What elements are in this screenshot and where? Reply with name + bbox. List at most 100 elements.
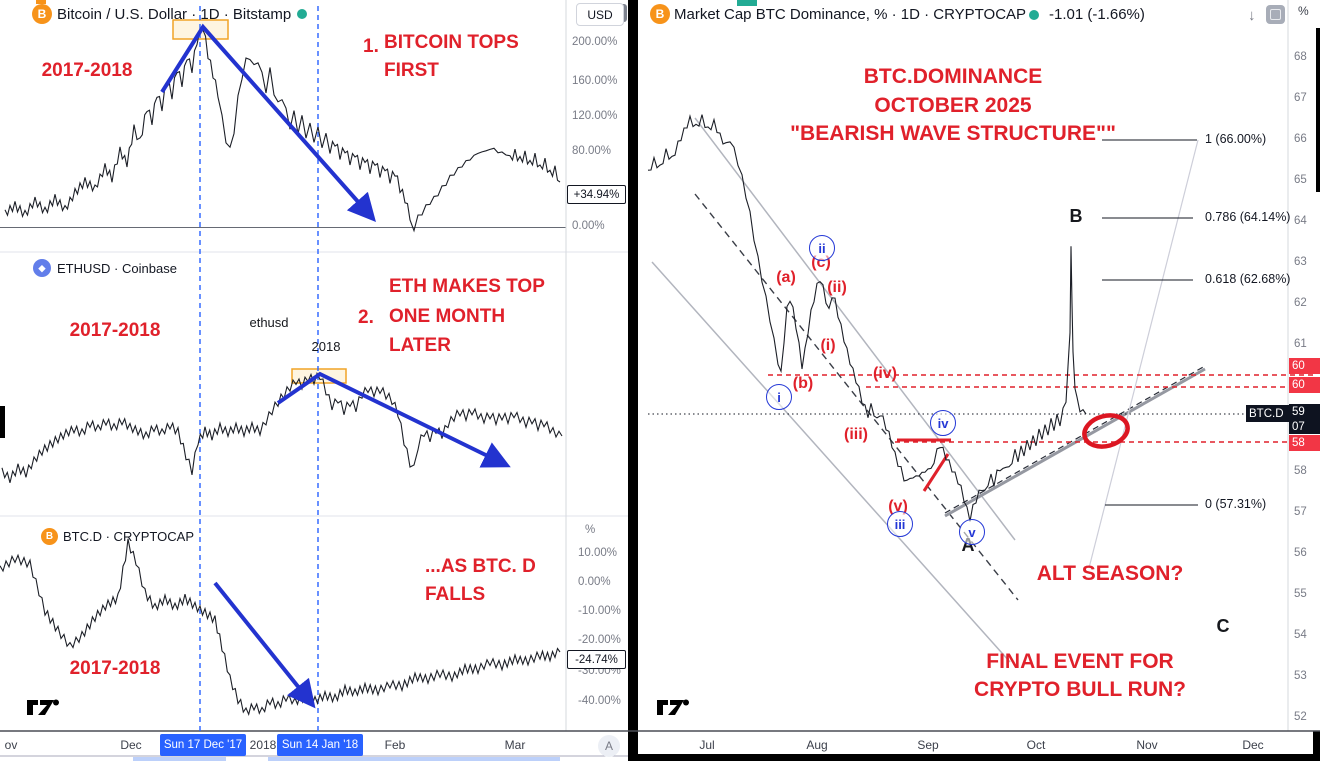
btc-dominance-logo-icon: B xyxy=(650,4,670,24)
annotation-label: Dec xyxy=(1242,738,1264,752)
highlight-ellipse[interactable] xyxy=(1081,411,1131,451)
annotation-label: OCTOBER 2025 xyxy=(874,94,1032,117)
annotation-label: (iv) xyxy=(873,365,897,382)
axis-badge: 58 xyxy=(1289,435,1320,451)
annotation-label: (a) xyxy=(776,269,796,286)
annotation-label: LATER xyxy=(389,335,451,356)
annotation-label: FIRST xyxy=(384,60,439,81)
annotation-label: B xyxy=(1069,206,1083,226)
annotation-label: 57 xyxy=(1294,506,1307,518)
annotation-label: 55 xyxy=(1294,588,1307,600)
annotation-label: 56 xyxy=(1294,547,1307,559)
annotation-label: Oct xyxy=(1026,738,1046,752)
annotation-label: Dec xyxy=(120,738,142,752)
change-value: -1.01 (-1.66%) xyxy=(1049,6,1145,23)
annotation-label: 54 xyxy=(1294,629,1307,641)
bitcoin-logo-icon: B xyxy=(32,4,52,24)
wave-circle-label: iii xyxy=(887,511,913,537)
drawing-rect xyxy=(0,406,5,438)
annotation-label: CRYPTO BULL RUN? xyxy=(974,678,1186,701)
annotation-label: (v) xyxy=(888,498,908,515)
eth-symbol-legend[interactable]: ETHUSD · Coinbase xyxy=(57,261,177,276)
annotation-label: 0 (57.31%) xyxy=(1205,497,1267,511)
axis-badge: BTC.D xyxy=(1246,405,1291,422)
annotation-label: "BEARISH WAVE STRUCTURE"" xyxy=(790,122,1116,145)
dominance-symbol-legend[interactable]: Market Cap BTC Dominance, % · 1D · CRYPT… xyxy=(674,6,1027,23)
annotation-label: BITCOIN TOPS xyxy=(384,32,519,53)
axis-badge: A xyxy=(598,735,620,757)
annotation-label: 67 xyxy=(1294,92,1307,104)
annotation-label: Feb xyxy=(384,738,406,752)
drawing-rect xyxy=(36,0,46,4)
annotation-label: 53 xyxy=(1294,670,1307,682)
annotation-label: 200.00% xyxy=(572,36,618,48)
annotation-label: 61 xyxy=(1294,338,1307,350)
annotation-label: (iii) xyxy=(844,426,868,443)
price-series-ethusd xyxy=(1,371,563,483)
price-series-btcusd xyxy=(4,28,561,233)
drawing-rect xyxy=(268,757,560,761)
axis-badge: -24.74% xyxy=(567,650,626,669)
annotation-label: 0.618 (62.68%) xyxy=(1205,272,1291,286)
annotation-label: Aug xyxy=(806,738,828,752)
annotation-label: 2018 xyxy=(311,339,341,354)
annotation-label: ETH MAKES TOP xyxy=(389,276,545,297)
annotation-label: 10.00% xyxy=(578,547,618,559)
annotation-label: ONE MONTH xyxy=(389,306,506,327)
annotation-label: Sep xyxy=(917,738,939,752)
drawing-rect xyxy=(628,0,638,761)
annotation-label: -10.00% xyxy=(578,605,621,617)
annotation-arrow[interactable] xyxy=(276,371,511,468)
annotation-label: 58 xyxy=(1294,465,1307,477)
annotation-label: 0.786 (64.14%) xyxy=(1205,210,1291,224)
wave-circle-label: iv xyxy=(930,410,956,436)
annotation-label: (b) xyxy=(792,375,814,392)
screenshot-icon[interactable] xyxy=(1266,5,1285,24)
annotation-label: ...AS BTC. D xyxy=(425,556,536,577)
annotation-label: (i) xyxy=(820,337,836,354)
tradingview-logo xyxy=(27,699,59,715)
annotation-label: % xyxy=(585,524,596,536)
drawing-rect xyxy=(133,757,226,761)
axis-badge: 07 xyxy=(1289,419,1320,434)
annotation-label: 68 xyxy=(1294,51,1307,63)
annotation-label: 160.00% xyxy=(572,75,618,87)
drawing-rect xyxy=(1316,28,1320,192)
annotation-label: 120.00% xyxy=(572,110,618,122)
annotation-label: ALT SEASON? xyxy=(1036,562,1184,585)
market-status-dot-right[interactable] xyxy=(1029,10,1039,20)
annotation-label: FALLS xyxy=(425,584,486,605)
annotation-label: ov xyxy=(4,738,18,752)
drawing-rect xyxy=(634,754,1320,761)
annotation-label: Nov xyxy=(1136,738,1158,752)
annotation-label: % xyxy=(1298,4,1309,18)
trend-line xyxy=(922,453,950,492)
annotation-label: 1 (66.00%) xyxy=(1205,132,1267,146)
download-arrow-icon[interactable]: ↓ xyxy=(1248,7,1256,24)
annotation-label: 52 xyxy=(1294,711,1307,723)
tradingview-logo xyxy=(657,699,689,715)
annotation-label: 0.00% xyxy=(572,220,605,232)
annotation-arrow[interactable] xyxy=(160,23,376,222)
annotation-arrow[interactable] xyxy=(213,581,316,709)
annotation-label: BTC.DOMINANCE xyxy=(863,65,1043,88)
wave-circle-label: i xyxy=(766,384,792,410)
btcd-symbol-legend[interactable]: BTC.D · CRYPTOCAP xyxy=(63,529,194,544)
trend-line xyxy=(1088,139,1199,569)
market-status-dot[interactable] xyxy=(297,9,307,19)
annotation-label: 64 xyxy=(1294,215,1307,227)
annotation-label: 63 xyxy=(1294,256,1307,268)
axis-badge: Sun 17 Dec '17 xyxy=(160,734,246,756)
price-series-btc-dominance xyxy=(647,113,1087,522)
btcd-logo-icon: B xyxy=(41,528,58,545)
ethereum-logo-icon: ◆ xyxy=(33,259,51,277)
annotation-label: 65 xyxy=(1294,174,1307,186)
trend-line xyxy=(651,261,1011,663)
btc-symbol-legend[interactable]: Bitcoin / U.S. Dollar · 1D · Bitstamp xyxy=(57,6,292,23)
annotation-label: 0.00% xyxy=(578,576,611,588)
axis-badge: Sun 14 Jan '18 xyxy=(277,734,363,756)
annotation-label: Mar xyxy=(504,738,526,752)
wave-circle-label: v xyxy=(959,519,985,545)
